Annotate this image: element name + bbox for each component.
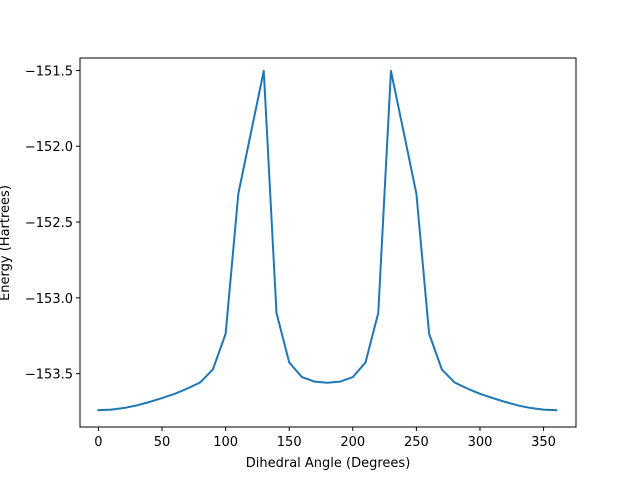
x-tick-label: 300 [468,435,493,450]
y-tick-label: −152.5 [25,216,73,231]
y-tick-label: −152.0 [25,140,73,155]
x-tick-label: 50 [154,435,171,450]
x-tick-label: 350 [531,435,556,450]
x-tick-label: 200 [340,435,365,450]
y-tick-label: −153.5 [25,368,73,383]
y-axis-label: Energy (Hartrees) [0,185,13,301]
x-axis-label: Dihedral Angle (Degrees) [246,456,411,471]
plot-frame [79,57,577,428]
series-line-0 [97,69,558,412]
x-tick-label: 150 [277,435,302,450]
y-tick-label: −151.5 [25,64,73,79]
x-tick-label: 250 [404,435,429,450]
x-tick-label: 0 [94,435,102,450]
y-tick-label: −153.0 [25,292,73,307]
x-tick-label: 100 [213,435,238,450]
